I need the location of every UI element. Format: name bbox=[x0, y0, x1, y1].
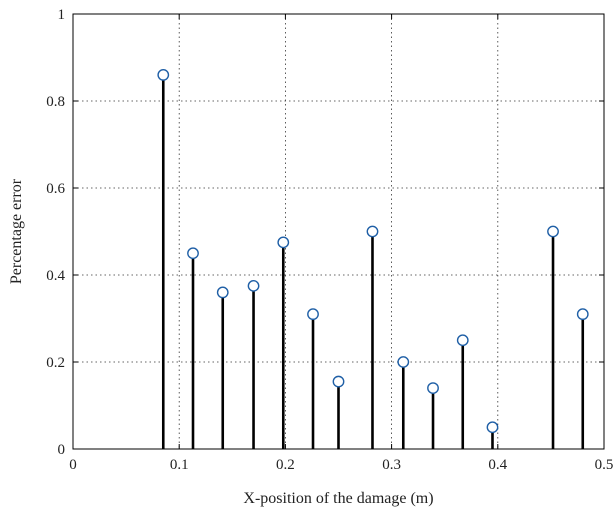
stem-marker bbox=[397, 356, 410, 368]
stem-marker bbox=[332, 375, 345, 388]
stem-marker bbox=[157, 69, 170, 81]
stem-marker bbox=[216, 286, 229, 299]
stem-marker bbox=[456, 334, 469, 347]
stem-marker bbox=[277, 236, 290, 249]
stem-marker bbox=[307, 308, 319, 321]
x-tick-label: 0.2 bbox=[276, 457, 295, 473]
stem-series bbox=[157, 69, 589, 449]
x-tick-label: 0.5 bbox=[595, 457, 614, 473]
y-tick-label: 0.4 bbox=[46, 268, 65, 284]
x-axis-label: X-position of the damage (m) bbox=[243, 490, 433, 507]
stem-marker bbox=[247, 279, 260, 292]
y-tick-label: 1 bbox=[58, 7, 66, 23]
x-tick-label: 0 bbox=[69, 457, 77, 473]
stem-marker bbox=[486, 421, 499, 434]
x-tick-label: 0.4 bbox=[488, 457, 507, 473]
stem-marker bbox=[427, 382, 439, 394]
y-axis-label: Percentage error bbox=[8, 178, 25, 284]
stem-marker bbox=[366, 225, 379, 238]
y-tick-label: 0 bbox=[58, 442, 66, 458]
x-tick-label: 0.1 bbox=[170, 457, 189, 473]
axis-ticks: 0 0.1 0.2 0.3 0.4 0.5 0 0.2 0.4 0.6 0.8 1 bbox=[46, 7, 613, 473]
y-tick-label: 0.2 bbox=[46, 355, 65, 371]
y-tick-label: 0.6 bbox=[46, 181, 65, 197]
stem-marker bbox=[547, 225, 559, 238]
grid-lines bbox=[73, 14, 604, 449]
x-tick-label: 0.3 bbox=[382, 457, 401, 473]
stem-marker bbox=[576, 308, 589, 321]
plot-frame bbox=[72, 13, 605, 450]
y-tick-label: 0.8 bbox=[46, 94, 65, 110]
stem-marker bbox=[187, 247, 199, 260]
